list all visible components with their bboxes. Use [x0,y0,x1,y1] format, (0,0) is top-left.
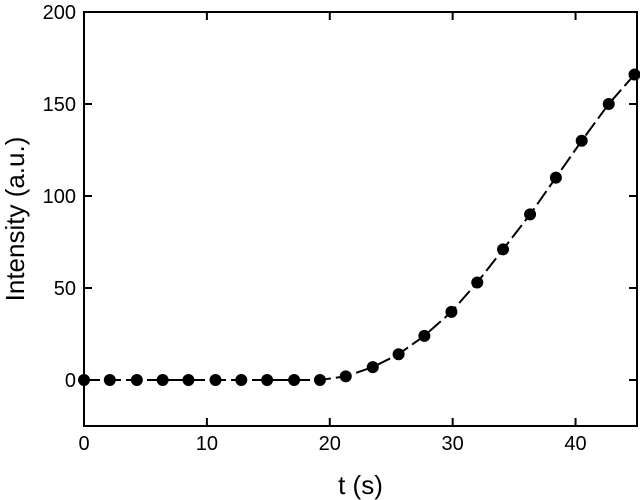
y-tick-label: 0 [65,370,76,392]
data-point [313,374,326,386]
data-point [445,305,458,318]
data-point [549,171,562,184]
x-tick-label: 10 [196,433,218,455]
data-point [235,374,248,386]
y-tick-label: 200 [43,2,76,24]
fit-line [84,73,636,381]
data-point [182,374,195,386]
x-tick-label: 30 [442,433,464,455]
data-point [339,370,352,383]
data-point [418,329,431,342]
data-point [130,374,143,386]
x-tick-label: 20 [319,433,341,455]
x-axis: 0 10 20 30 40 [78,12,587,455]
data-point [628,68,640,81]
x-tick-label: 0 [78,433,89,455]
x-axis-title: t (s) [338,470,383,500]
data-point [156,374,169,386]
data-point [288,374,301,386]
x-tick-label: 40 [564,433,586,455]
y-axis: 0 50 100 150 200 [43,2,637,392]
plot-area [78,11,640,427]
data-point [524,208,537,221]
y-tick-label: 100 [43,186,76,208]
data-point [103,374,116,386]
data-point [497,243,510,256]
data-point [471,276,484,289]
data-point [209,374,222,386]
y-tick-label: 150 [43,94,76,116]
y-axis-title: Intensity (a.u.) [0,137,30,302]
y-tick-label: 50 [54,278,76,300]
data-point [392,348,405,361]
data-point [366,361,379,374]
data-point [575,134,588,147]
data-point [602,98,615,110]
plot-frame [83,11,638,427]
data-point [261,374,274,386]
